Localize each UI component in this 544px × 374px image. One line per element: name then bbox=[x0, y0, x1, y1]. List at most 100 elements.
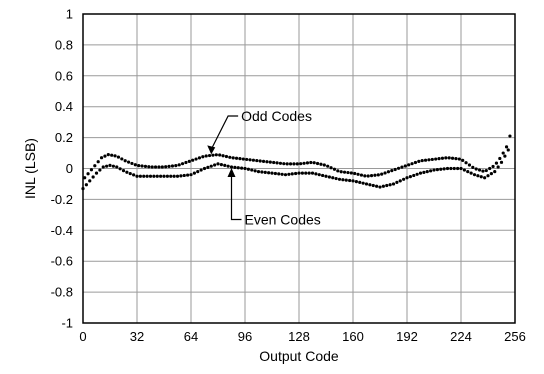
odd-code-point bbox=[407, 163, 411, 167]
even-code-point bbox=[192, 171, 196, 175]
odd-code-point bbox=[116, 155, 121, 159]
even-code-point bbox=[297, 171, 301, 175]
odd-code-point bbox=[376, 173, 380, 177]
odd-code-point bbox=[312, 161, 316, 165]
odd-code-point bbox=[450, 156, 455, 160]
even-code-point bbox=[344, 178, 348, 182]
even-code-point bbox=[233, 165, 237, 169]
odd-code-point bbox=[140, 164, 144, 168]
even-code-point bbox=[283, 173, 288, 177]
odd-code-point bbox=[390, 169, 394, 173]
even-code-point bbox=[469, 171, 473, 175]
even-code-point bbox=[371, 183, 375, 188]
odd-code-point bbox=[275, 161, 279, 165]
odd-code-point bbox=[467, 163, 472, 167]
y-axis-title: INL (LSB) bbox=[22, 138, 38, 199]
even-code-point bbox=[472, 173, 477, 177]
even-code-point bbox=[229, 165, 234, 169]
even-code-point bbox=[496, 165, 500, 169]
odd-code-point bbox=[234, 156, 239, 160]
odd-code-point bbox=[413, 160, 418, 165]
y-tick-label: -0.8 bbox=[51, 285, 73, 300]
odd-code-point bbox=[353, 171, 357, 176]
odd-code-point bbox=[251, 158, 256, 162]
odd-code-point bbox=[481, 169, 485, 173]
even-code-point bbox=[128, 171, 132, 176]
even-code-point bbox=[310, 171, 315, 175]
even-code-point bbox=[142, 174, 146, 178]
odd-code-point bbox=[474, 167, 478, 171]
even-code-point bbox=[415, 172, 419, 176]
even-code-point bbox=[466, 169, 470, 174]
odd-code-point bbox=[218, 153, 222, 157]
odd-code-point bbox=[157, 165, 161, 169]
even-code-point bbox=[179, 174, 183, 178]
odd-code-point bbox=[120, 157, 124, 161]
odd-code-point bbox=[89, 168, 94, 172]
even-code-point bbox=[489, 172, 493, 176]
odd-code-point bbox=[207, 153, 212, 158]
even-code-point bbox=[209, 164, 213, 168]
y-tick-label: 1 bbox=[66, 7, 73, 22]
even-code-point bbox=[105, 164, 109, 168]
odd-code-point bbox=[214, 153, 218, 157]
odd-code-point bbox=[329, 166, 333, 170]
odd-code-point bbox=[167, 164, 171, 168]
even-code-point bbox=[425, 169, 429, 174]
odd-code-point bbox=[295, 162, 299, 166]
even-code-point bbox=[182, 173, 186, 178]
odd-code-point bbox=[150, 165, 154, 169]
even-code-point bbox=[462, 168, 466, 172]
odd-code-point bbox=[238, 157, 242, 161]
even-code-point bbox=[88, 179, 92, 183]
even-code-point bbox=[138, 174, 142, 178]
even-code-point bbox=[165, 174, 169, 178]
odd-code-point bbox=[423, 158, 428, 162]
even-code-point bbox=[280, 172, 284, 176]
even-code-point bbox=[476, 174, 480, 178]
odd-code-point bbox=[380, 172, 384, 176]
even-code-point bbox=[388, 183, 392, 187]
odd-code-point bbox=[83, 176, 87, 180]
even-code-point bbox=[172, 174, 176, 178]
even-code-point bbox=[317, 173, 321, 177]
odd-code-point bbox=[211, 153, 215, 157]
even-code-point bbox=[429, 169, 433, 173]
odd-code-point bbox=[123, 159, 127, 163]
odd-code-point bbox=[201, 155, 205, 159]
odd-code-point bbox=[326, 164, 330, 168]
odd-code-point bbox=[386, 170, 391, 174]
odd-code-point bbox=[245, 157, 249, 162]
odd-code-point bbox=[282, 162, 286, 166]
odd-code-point bbox=[457, 157, 461, 161]
odd-code-point bbox=[265, 160, 269, 164]
even-codes-leader-line bbox=[230, 172, 242, 221]
odd-code-point bbox=[174, 164, 178, 168]
odd-code-point bbox=[99, 156, 104, 160]
even-code-point bbox=[408, 175, 412, 179]
odd-code-point bbox=[299, 162, 303, 166]
x-tick-label: 256 bbox=[504, 329, 526, 344]
even-code-point bbox=[206, 165, 210, 169]
even-codes-label: Even Codes bbox=[245, 211, 321, 227]
odd-code-point bbox=[191, 158, 195, 162]
even-code-point bbox=[175, 174, 180, 178]
odd-code-point bbox=[461, 158, 465, 162]
odd-code-point bbox=[110, 153, 114, 157]
y-tick-label: 0.4 bbox=[55, 99, 73, 114]
even-code-point bbox=[250, 168, 254, 172]
odd-code-point bbox=[410, 162, 414, 166]
odd-code-point bbox=[305, 161, 310, 165]
odd-code-point bbox=[373, 173, 377, 177]
odd-code-point bbox=[420, 158, 424, 163]
even-code-point bbox=[270, 171, 274, 175]
even-code-point bbox=[226, 164, 230, 168]
even-code-point bbox=[155, 174, 159, 178]
even-code-point bbox=[418, 171, 423, 175]
even-code-point bbox=[243, 166, 247, 171]
odd-code-point bbox=[471, 165, 475, 169]
odd-code-point bbox=[400, 165, 404, 169]
even-code-point bbox=[483, 176, 487, 180]
